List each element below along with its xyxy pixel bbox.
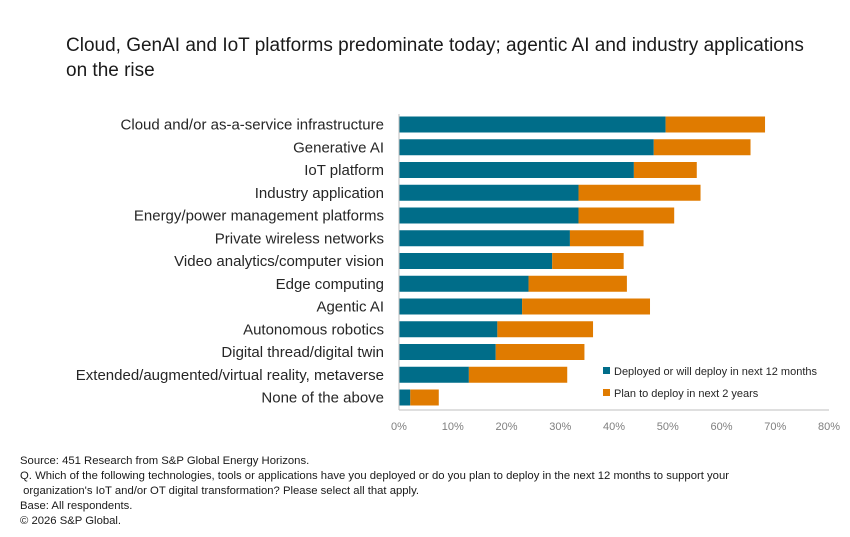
bar-plan <box>497 321 594 338</box>
x-tick-label: 60% <box>710 421 732 433</box>
question-note-line2: organization's IoT and/or OT digital tra… <box>20 485 420 497</box>
category-label: Extended/augmented/virtual reality, meta… <box>76 367 384 384</box>
bars-group <box>399 116 766 406</box>
base-note: Base: All respondents. <box>20 500 133 512</box>
legend-swatch-deployed <box>603 367 610 374</box>
category-label: Private wireless networks <box>215 230 384 247</box>
question-note-line1: Q. Which of the following technologies, … <box>20 470 730 482</box>
bar-plan <box>468 366 568 383</box>
x-tick-label: 0% <box>391 421 407 433</box>
bar-plan <box>665 116 766 133</box>
bar-deployed <box>399 275 529 292</box>
category-label: Autonomous robotics <box>243 321 384 338</box>
legend-swatch-plan <box>603 389 610 396</box>
footnotes: Source: 451 Research from S&P Global Ene… <box>20 454 729 529</box>
x-tick-label: 30% <box>549 421 571 433</box>
bar-plan <box>633 162 697 178</box>
bar-deployed <box>399 389 411 406</box>
bar-deployed <box>399 344 496 360</box>
bar-deployed <box>399 298 523 315</box>
category-label: Energy/power management platforms <box>134 208 384 225</box>
bar-plan <box>578 207 675 224</box>
x-tick-label: 10% <box>442 421 464 433</box>
category-label: Edge computing <box>276 276 384 293</box>
x-tick-label: 80% <box>818 421 840 433</box>
x-tick-label: 20% <box>495 421 517 433</box>
category-label: Industry application <box>255 185 384 202</box>
bar-plan <box>569 230 644 247</box>
bar-deployed <box>399 366 469 383</box>
x-tick-label: 70% <box>764 421 786 433</box>
category-label: Generative AI <box>293 139 384 156</box>
bar-plan <box>528 275 627 292</box>
legend-label-plan: Plan to deploy in next 2 years <box>614 388 759 400</box>
x-tick-label: 40% <box>603 421 625 433</box>
bar-plan <box>653 139 751 156</box>
category-label: Video analytics/computer vision <box>174 253 384 270</box>
bar-deployed <box>399 253 553 269</box>
bar-deployed <box>399 207 579 224</box>
bar-plan <box>410 389 439 406</box>
bar-deployed <box>399 139 654 156</box>
bar-plan <box>522 298 651 315</box>
bar-deployed <box>399 184 579 201</box>
source-note: Source: 451 Research from S&P Global Ene… <box>20 455 310 467</box>
category-label: None of the above <box>261 390 384 407</box>
category-label: Cloud and/or as-a-service infrastructure <box>121 117 384 134</box>
x-tick-label: 50% <box>657 421 679 433</box>
copyright-note: © 2026 S&P Global. <box>20 515 122 527</box>
category-label: IoT platform <box>304 162 384 179</box>
category-label: Agentic AI <box>316 299 384 316</box>
bar-chart: Cloud and/or as-a-service infrastructure… <box>76 114 840 433</box>
category-label: Digital thread/digital twin <box>221 344 384 361</box>
bar-plan <box>552 253 624 269</box>
x-axis-ticks: 0% 10% 20% 30% 40% 50% 60% 70% 80% <box>391 421 840 433</box>
bar-deployed <box>399 162 634 178</box>
legend-label-deployed: Deployed or will deploy in next 12 month… <box>614 366 818 378</box>
chart-title: Cloud, GenAI and IoT platforms predomina… <box>66 35 804 81</box>
bar-deployed <box>399 321 498 338</box>
bar-deployed <box>399 116 666 133</box>
category-labels: Cloud and/or as-a-service infrastructure… <box>76 117 384 407</box>
bar-deployed <box>399 230 570 247</box>
bar-plan <box>495 344 585 360</box>
legend: Deployed or will deploy in next 12 month… <box>603 366 818 400</box>
bar-plan <box>578 184 701 201</box>
